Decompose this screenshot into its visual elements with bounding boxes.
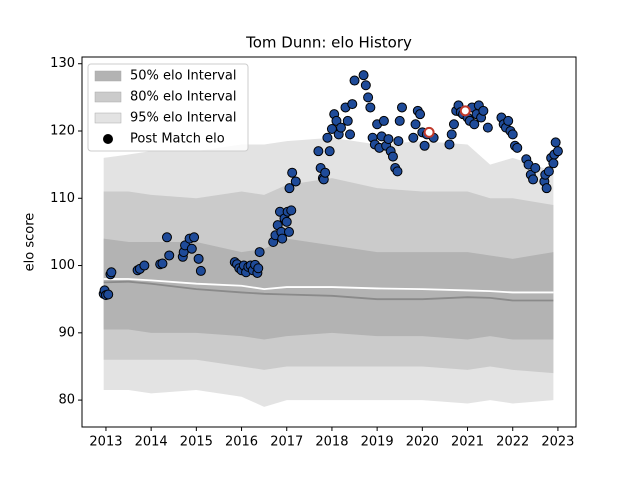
data-point xyxy=(408,132,419,143)
data-point xyxy=(528,174,539,185)
highlight-point xyxy=(459,105,471,117)
data-point xyxy=(284,183,295,194)
data-point xyxy=(444,139,455,150)
data-point xyxy=(396,102,407,113)
y-tick-label: 90 xyxy=(58,325,75,340)
data-point xyxy=(383,134,394,145)
data-point xyxy=(393,136,404,147)
data-point xyxy=(345,129,356,140)
x-tick-label: 2014 xyxy=(135,435,168,450)
data-point xyxy=(410,119,421,130)
data-point xyxy=(139,260,150,271)
data-point xyxy=(387,151,398,162)
trend-line xyxy=(103,280,554,302)
legend-label: 50% elo Interval xyxy=(130,69,237,84)
data-point xyxy=(349,75,360,86)
data-point xyxy=(193,253,204,264)
trend-line xyxy=(103,278,554,294)
data-point xyxy=(254,247,265,258)
data-point xyxy=(331,115,342,126)
data-point xyxy=(507,129,518,140)
y-axis-label: elo score xyxy=(23,213,38,272)
x-tick-label: 2019 xyxy=(361,435,394,450)
data-point xyxy=(277,233,288,244)
x-tick-label: 2018 xyxy=(315,435,348,450)
data-point xyxy=(106,267,117,278)
data-point xyxy=(157,258,168,269)
y-tick-label: 120 xyxy=(50,124,75,139)
data-point xyxy=(287,167,298,178)
legend-label: 80% elo Interval xyxy=(130,90,237,105)
highlight-point xyxy=(423,126,435,138)
data-point xyxy=(286,205,297,216)
data-point xyxy=(189,232,200,243)
x-tick-label: 2022 xyxy=(496,435,529,450)
data-point xyxy=(161,232,172,243)
y-tick-label: 130 xyxy=(50,56,75,71)
data-point xyxy=(552,146,563,157)
data-point xyxy=(394,115,405,126)
data-point xyxy=(358,70,369,81)
data-point xyxy=(448,119,459,130)
data-point xyxy=(281,216,292,227)
data-point xyxy=(478,105,489,116)
data-point xyxy=(469,119,480,130)
data-point xyxy=(550,137,561,148)
x-tick-label: 2013 xyxy=(89,435,122,450)
data-point xyxy=(365,102,376,113)
data-point xyxy=(290,176,301,187)
chart-title: Tom Dunn: elo History xyxy=(245,34,412,52)
legend-swatch xyxy=(94,70,122,82)
plot-frame xyxy=(81,56,577,428)
data-point xyxy=(103,289,114,300)
legend-marker xyxy=(103,134,113,144)
data-point xyxy=(186,243,197,254)
data-point xyxy=(541,183,552,194)
data-point xyxy=(342,115,353,126)
data-point xyxy=(284,226,295,237)
data-point xyxy=(482,122,493,133)
x-tick-label: 2020 xyxy=(406,435,439,450)
data-point xyxy=(503,115,514,126)
y-tick-label: 100 xyxy=(50,258,75,273)
data-point xyxy=(446,129,457,140)
data-point xyxy=(164,250,175,261)
legend-box xyxy=(87,63,249,152)
x-tick-label: 2015 xyxy=(180,435,213,450)
legend-label: 95% elo Interval xyxy=(130,111,237,126)
x-tick-label: 2016 xyxy=(225,435,258,450)
data-point xyxy=(419,140,430,151)
data-point xyxy=(360,80,371,91)
x-tick-label: 2023 xyxy=(541,435,574,450)
data-point xyxy=(415,109,426,120)
data-point xyxy=(543,166,554,177)
data-point xyxy=(320,167,331,178)
data-point xyxy=(324,146,335,157)
legend: 50% elo Interval 80% elo Interval 95% elo … xyxy=(87,63,249,152)
data-point xyxy=(195,265,206,276)
legend-swatch xyxy=(94,112,122,124)
data-point xyxy=(253,263,264,274)
x-tick-label: 2017 xyxy=(270,435,303,450)
data-point xyxy=(378,115,389,126)
interval-band xyxy=(103,238,554,340)
data-point xyxy=(512,142,523,153)
y-tick-label: 110 xyxy=(50,191,75,206)
legend-label: Post Match elo xyxy=(130,132,225,147)
data-point xyxy=(335,122,346,133)
y-tick-label: 80 xyxy=(58,393,75,408)
data-point xyxy=(530,163,541,173)
data-point xyxy=(347,99,358,110)
x-tick-label: 2021 xyxy=(451,435,484,450)
data-point xyxy=(392,166,403,177)
legend-swatch xyxy=(94,91,122,103)
data-point xyxy=(548,158,559,169)
data-point xyxy=(313,146,324,157)
data-point xyxy=(322,132,333,143)
data-point xyxy=(363,92,374,103)
